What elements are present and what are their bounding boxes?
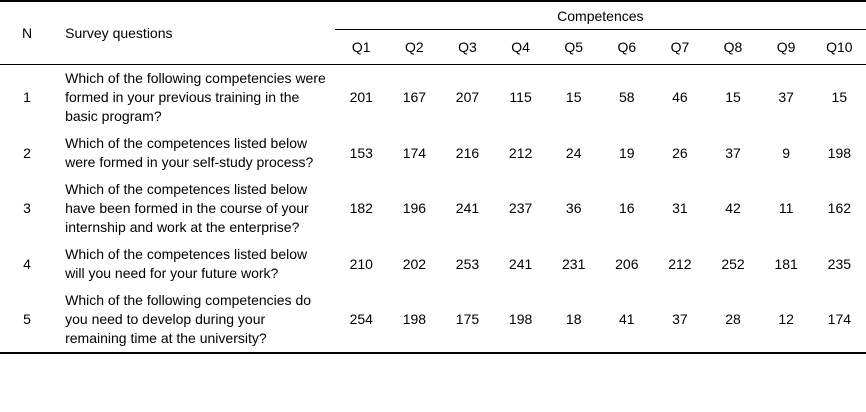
survey-question-cell: Which of the competences listed below wi… [65, 246, 308, 281]
row-number-cell: 2 [23, 144, 31, 161]
table-body: 1 Which of the following competencies wer… [0, 65, 866, 354]
row-number-cell: 4 [23, 255, 31, 272]
value-cell-q9: 9 [782, 144, 791, 161]
col-header-q6: Q6 [617, 39, 637, 55]
value-cell-q10: 174 [827, 311, 852, 327]
value-cell-q5: 36 [565, 200, 582, 216]
value-cell-q10: 162 [827, 200, 852, 216]
value-cell-q5: 18 [565, 311, 582, 327]
value-cell-q3: 241 [455, 200, 480, 216]
value-cell-q5: 15 [565, 89, 582, 105]
value-cell-q2: 196 [402, 200, 427, 216]
survey-question-cell: Which of the competences listed below ha… [65, 181, 309, 235]
value-cell-q10: 235 [827, 255, 852, 272]
col-header-q10: Q10 [826, 39, 853, 55]
table-row: 1 Which of the following competencies wer… [0, 65, 866, 131]
col-header-q1: Q1 [351, 39, 371, 55]
value-cell-q8: 252 [721, 255, 745, 272]
col-header-q3: Q3 [458, 39, 477, 55]
value-cell-q3: 207 [455, 89, 480, 105]
value-cell-q6: 16 [619, 200, 635, 216]
col-header-q4: Q4 [511, 39, 530, 55]
col-header-q2: Q2 [405, 39, 424, 55]
value-cell-q9: 11 [778, 200, 794, 216]
survey-question-cell: Which of the following competencies do y… [65, 292, 312, 346]
value-cell-q1: 254 [349, 311, 373, 327]
value-cell-q6: 41 [619, 311, 635, 327]
value-cell-q10: 198 [827, 144, 852, 161]
table-row: 5 Which of the following competencies do … [0, 287, 866, 353]
value-cell-q3: 175 [455, 311, 480, 327]
col-header-n: N [21, 25, 33, 41]
value-cell-q2: 174 [402, 144, 427, 161]
value-cell-q6: 206 [615, 255, 639, 272]
survey-question-cell: Which of the following competencies were… [65, 70, 326, 124]
value-cell-q7: 46 [672, 89, 688, 105]
value-cell-q4: 198 [508, 311, 533, 327]
value-cell-q2: 167 [402, 89, 427, 105]
value-cell-q6: 58 [619, 89, 635, 105]
table-row: 4 Which of the competences listed below w… [0, 241, 866, 287]
value-cell-q4: 241 [508, 255, 533, 272]
competences-table: N Survey questions Competences Q1 Q2 Q3 Q4 Q… [0, 0, 866, 354]
col-header-q7: Q7 [670, 39, 690, 55]
col-header-q9: Q9 [776, 39, 796, 55]
value-cell-q2: 198 [402, 311, 427, 327]
value-cell-q8: 37 [725, 144, 741, 161]
value-cell-q6: 19 [619, 144, 635, 161]
value-cell-q1: 201 [349, 89, 373, 105]
value-cell-q1: 182 [349, 200, 373, 216]
value-cell-q4: 237 [508, 200, 533, 216]
value-cell-q1: 153 [349, 144, 373, 161]
value-cell-q8: 28 [725, 311, 741, 327]
row-number-cell: 5 [23, 311, 31, 327]
value-cell-q5: 24 [565, 144, 582, 161]
table-header: N Survey questions Competences Q1 Q2 Q3 Q4 Q… [0, 1, 866, 65]
value-cell-q7: 26 [672, 144, 688, 161]
value-cell-q3: 216 [455, 144, 480, 161]
value-cell-q1: 210 [349, 255, 373, 272]
value-cell-q8: 42 [725, 200, 741, 216]
value-cell-q7: 31 [672, 200, 688, 216]
value-cell-q7: 37 [672, 311, 688, 327]
col-header-competences: Competences [334, 1, 866, 30]
header-row-top: N Survey questions Competences [0, 1, 866, 41]
value-cell-q5: 231 [562, 255, 586, 272]
row-number-cell: 3 [23, 200, 31, 216]
value-cell-q4: 212 [508, 144, 533, 161]
col-header-survey-questions: Survey questions [65, 25, 173, 41]
col-header-q8: Q8 [723, 39, 743, 55]
q-header-row: Q1 Q2 Q3 Q4 Q5 Q6 Q7 Q8 Q9 Q10 [0, 30, 866, 65]
table-row: 2 Which of the competences listed below w… [0, 130, 866, 176]
value-cell-q9: 12 [778, 311, 794, 327]
value-cell-q4: 115 [509, 89, 532, 105]
table-row: 3 Which of the competences listed below h… [0, 176, 866, 241]
value-cell-q7: 212 [668, 255, 692, 272]
value-cell-q2: 202 [402, 255, 427, 272]
value-cell-q8: 15 [725, 89, 741, 105]
value-cell-q9: 37 [778, 89, 794, 105]
col-header-q5: Q5 [564, 39, 584, 55]
value-cell-q9: 181 [774, 255, 798, 272]
row-number-cell: 1 [23, 89, 31, 105]
value-cell-q10: 15 [831, 89, 848, 105]
survey-question-cell: Which of the competences listed below we… [65, 135, 314, 170]
value-cell-q3: 253 [455, 255, 480, 272]
